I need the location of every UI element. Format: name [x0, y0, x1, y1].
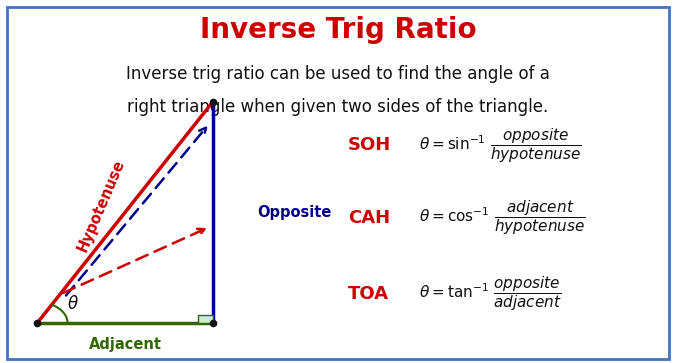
Text: $\theta = \tan^{-1}\,\dfrac{\mathit{opposite}}{\mathit{adjacent}}$: $\theta = \tan^{-1}\,\dfrac{\mathit{oppo… — [419, 275, 562, 313]
Text: Adjacent: Adjacent — [89, 337, 162, 352]
Text: Inverse trig ratio can be used to find the angle of a: Inverse trig ratio can be used to find t… — [126, 65, 550, 83]
Text: Inverse Trig Ratio: Inverse Trig Ratio — [199, 16, 477, 44]
Text: $\theta = \sin^{-1}\,\dfrac{\mathit{opposite}}{\mathit{hypotenuse}}$: $\theta = \sin^{-1}\,\dfrac{\mathit{oppo… — [419, 126, 582, 164]
Text: $\theta = \cos^{-1}\,\dfrac{\mathit{adjacent}}{\mathit{hypotenuse}}$: $\theta = \cos^{-1}\,\dfrac{\mathit{adja… — [419, 199, 586, 237]
Text: SOH: SOH — [348, 136, 391, 154]
Bar — [198, 315, 213, 323]
Text: Hypotenuse: Hypotenuse — [75, 157, 128, 254]
Text: right triangle when given two sides of the triangle.: right triangle when given two sides of t… — [127, 98, 549, 116]
FancyBboxPatch shape — [7, 7, 669, 359]
Text: CAH: CAH — [348, 209, 390, 227]
Text: TOA: TOA — [348, 285, 389, 303]
Text: θ: θ — [68, 295, 77, 313]
Text: Opposite: Opposite — [257, 205, 331, 220]
